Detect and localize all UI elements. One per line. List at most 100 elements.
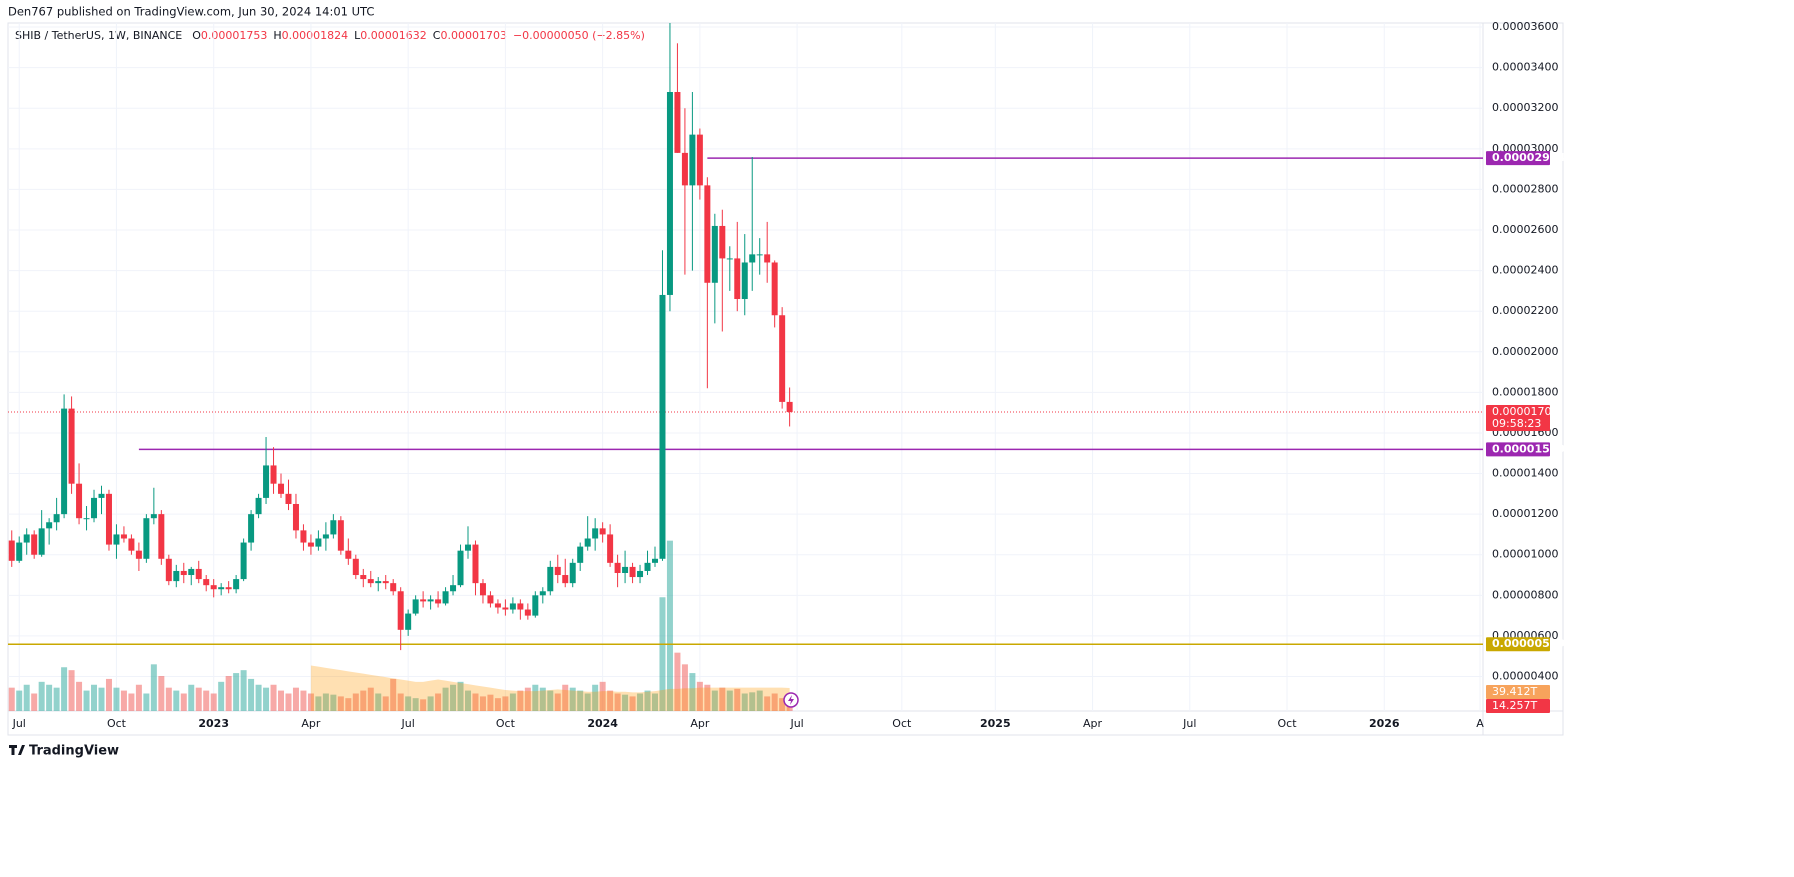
candle-body: [203, 579, 210, 586]
candle-body: [165, 558, 172, 582]
volume-bar: [457, 681, 464, 711]
candle-body: [554, 566, 561, 576]
candle-body: [644, 562, 651, 571]
volume-bar: [681, 664, 688, 711]
volume-bar: [300, 690, 307, 711]
volume-bar: [614, 693, 621, 711]
candle-body: [749, 254, 756, 263]
legend-change: −0.00000050 (−2.85%): [513, 29, 645, 42]
candle-body: [98, 493, 105, 498]
candle-body: [666, 92, 673, 295]
volume-bar: [749, 692, 756, 711]
volume-bar: [233, 673, 240, 711]
candle-body: [539, 591, 546, 596]
volume-bar: [68, 670, 75, 711]
volume-bar: [16, 690, 23, 711]
candle-body: [569, 562, 576, 584]
volume-bar: [23, 684, 30, 711]
x-tick-label: Oct: [107, 717, 127, 730]
volume-bar: [263, 687, 270, 711]
volume-bar: [248, 678, 255, 711]
candle-body: [31, 534, 38, 555]
volume-bar: [524, 687, 531, 711]
y-tick-label: 0.00002400: [1492, 264, 1558, 277]
volume-bar: [143, 693, 150, 711]
legend-key: O: [192, 29, 201, 42]
candle-body: [637, 570, 644, 578]
candle-body: [479, 583, 486, 596]
legend-value: 0.00001632: [360, 29, 426, 42]
y-tick-label: 0.00001200: [1492, 507, 1558, 520]
volume-bar: [330, 694, 337, 711]
candle-body: [375, 581, 382, 584]
volume-bar: [622, 694, 629, 711]
volume-bar: [128, 693, 135, 711]
footer-text: TradingView: [29, 744, 119, 759]
y-tick-label: 0.00000400: [1492, 669, 1558, 682]
volume-bar: [53, 687, 60, 711]
volume-bar: [120, 690, 127, 711]
volume-bar: [450, 684, 457, 711]
candle-body: [509, 603, 516, 610]
candle-body: [8, 540, 15, 561]
volume-ma-area: [310, 665, 790, 711]
volume-bar: [435, 693, 442, 711]
volume-bar: [135, 684, 142, 711]
volume-bar: [584, 693, 591, 711]
candle-body: [210, 585, 217, 590]
volume-bar: [532, 684, 539, 711]
legend-key: H: [273, 29, 281, 42]
x-tick-label: Oct: [1278, 717, 1298, 730]
legend-value: 0.00001703: [440, 29, 506, 42]
candle-body: [195, 568, 202, 580]
candle-body: [360, 575, 367, 580]
volume-bar: [569, 687, 576, 711]
candle-body: [240, 542, 247, 580]
candle-body: [218, 587, 225, 590]
volume-bar: [577, 690, 584, 711]
candle-body: [584, 538, 591, 547]
volume-bar: [427, 696, 434, 711]
candle-body: [689, 134, 696, 186]
volume-bar: [46, 684, 53, 711]
volume-bar: [629, 696, 636, 711]
volume-ma-label: 39.412T: [1492, 685, 1537, 698]
y-tick-label: 0.00003400: [1492, 61, 1558, 74]
volume-bar: [637, 693, 644, 711]
candle-body: [465, 544, 472, 551]
y-tick-label: 0.00002600: [1492, 223, 1558, 236]
candle-body: [83, 518, 90, 520]
candle-body: [233, 579, 240, 590]
candle-body: [427, 599, 434, 602]
volume-bar: [420, 699, 427, 711]
candle-body: [135, 550, 142, 559]
candle-body: [599, 528, 606, 535]
volume-bar: [696, 681, 703, 711]
candle-body: [68, 408, 75, 484]
volume-bar: [292, 687, 299, 711]
candle-body: [143, 518, 150, 559]
volume-bar: [502, 696, 509, 711]
volume-bar: [539, 687, 546, 711]
volume-bar: [337, 696, 344, 711]
volume-bar: [659, 597, 666, 711]
volume-bar: [173, 690, 180, 711]
volume-bar: [98, 687, 105, 711]
candle-body: [397, 591, 404, 630]
legend-symbol: SHIB / TetherUS, 1W, BINANCE: [15, 29, 182, 42]
candle-body: [337, 520, 344, 551]
y-tick-label: 0.00002800: [1492, 182, 1558, 195]
logo-mark: [9, 745, 25, 755]
volume-bar: [704, 684, 711, 711]
volume-bar: [562, 684, 569, 711]
candle-body: [300, 530, 307, 543]
candle-body: [704, 185, 711, 283]
candle-body: [412, 599, 419, 614]
candle-body: [16, 542, 23, 561]
x-tick-label: Jul: [1182, 717, 1196, 730]
candle-body: [330, 520, 337, 535]
candle-body: [307, 542, 314, 547]
published-line: Den767 published on TradingView.com, Jun…: [8, 5, 374, 19]
x-tick-label: 2025: [980, 717, 1011, 730]
candle-body: [487, 595, 494, 604]
